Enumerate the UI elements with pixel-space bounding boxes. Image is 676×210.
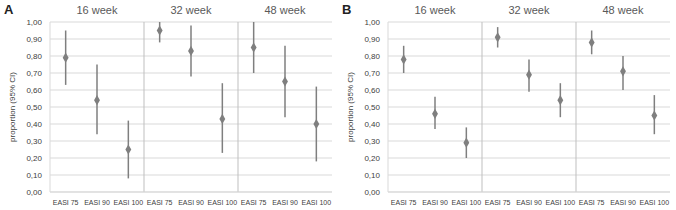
svg-text:0,50: 0,50 bbox=[26, 103, 42, 112]
svg-text:0,20: 0,20 bbox=[364, 154, 380, 163]
svg-text:EASI 90: EASI 90 bbox=[272, 199, 298, 206]
svg-text:0,00: 0,00 bbox=[26, 188, 42, 197]
svg-text:proportion (95% CI): proportion (95% CI) bbox=[8, 72, 17, 142]
svg-text:0,50: 0,50 bbox=[364, 103, 380, 112]
svg-text:EASI 75: EASI 75 bbox=[147, 199, 173, 206]
svg-text:16 week: 16 week bbox=[415, 4, 456, 16]
svg-text:1,00: 1,00 bbox=[364, 18, 380, 27]
html-text:A: A bbox=[4, 2, 14, 17]
svg-text:EASI 100: EASI 100 bbox=[208, 199, 238, 206]
svg-text:0,10: 0,10 bbox=[364, 171, 380, 180]
svg-text:EASI 100: EASI 100 bbox=[546, 199, 576, 206]
svg-text:32 week: 32 week bbox=[171, 4, 212, 16]
svg-text:0,60: 0,60 bbox=[26, 86, 42, 95]
svg-text:0,90: 0,90 bbox=[26, 35, 42, 44]
svg-text:EASI 100: EASI 100 bbox=[452, 199, 482, 206]
svg-text:EASI 75: EASI 75 bbox=[579, 199, 605, 206]
svg-text:EASI 75: EASI 75 bbox=[391, 199, 417, 206]
svg-text:0,40: 0,40 bbox=[26, 120, 42, 129]
svg-text:proportion (95% CI): proportion (95% CI) bbox=[346, 72, 355, 142]
svg-text:EASI 100: EASI 100 bbox=[640, 199, 668, 206]
svg-text:0,80: 0,80 bbox=[364, 52, 380, 61]
svg-text:EASI 100: EASI 100 bbox=[302, 199, 332, 206]
svg-text:48 week: 48 week bbox=[603, 4, 644, 16]
svg-text:EASI 75: EASI 75 bbox=[241, 199, 267, 206]
svg-text:1,00: 1,00 bbox=[26, 18, 42, 27]
svg-text:EASI 75: EASI 75 bbox=[53, 199, 79, 206]
svg-text:0,40: 0,40 bbox=[364, 120, 380, 129]
svg-text:0,20: 0,20 bbox=[26, 154, 42, 163]
svg-text:0,80: 0,80 bbox=[26, 52, 42, 61]
svg-text:EASI 90: EASI 90 bbox=[610, 199, 636, 206]
svg-text:0,70: 0,70 bbox=[364, 69, 380, 78]
svg-text:0,30: 0,30 bbox=[364, 137, 380, 146]
svg-text:EASI 90: EASI 90 bbox=[422, 199, 448, 206]
svg-text:EASI 90: EASI 90 bbox=[84, 199, 110, 206]
svg-text:EASI 90: EASI 90 bbox=[516, 199, 542, 206]
svg-text:0,90: 0,90 bbox=[364, 35, 380, 44]
svg-text:EASI 100: EASI 100 bbox=[114, 199, 144, 206]
svg-text:0,60: 0,60 bbox=[364, 86, 380, 95]
svg-text:0,10: 0,10 bbox=[26, 171, 42, 180]
svg-text:48 week: 48 week bbox=[265, 4, 306, 16]
svg-text:EASI 75: EASI 75 bbox=[485, 199, 511, 206]
html-text:B: B bbox=[342, 2, 352, 17]
svg-text:16 week: 16 week bbox=[77, 4, 118, 16]
svg-text:0,70: 0,70 bbox=[26, 69, 42, 78]
svg-text:EASI 90: EASI 90 bbox=[178, 199, 204, 206]
svg-text:0,30: 0,30 bbox=[26, 137, 42, 146]
svg-text:32 week: 32 week bbox=[509, 4, 550, 16]
svg-text:0,00: 0,00 bbox=[364, 188, 380, 197]
